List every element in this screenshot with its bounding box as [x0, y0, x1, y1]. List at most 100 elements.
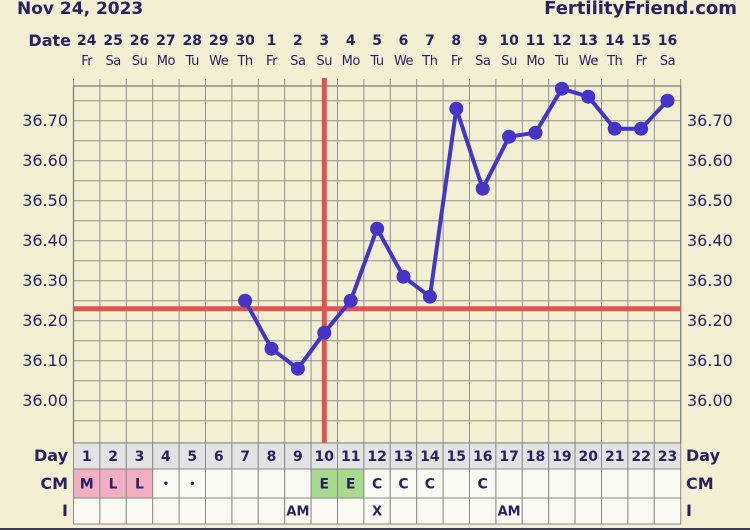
intercourse-cell[interactable] [257, 497, 286, 525]
day-cell[interactable] [363, 442, 391, 470]
cm-cell[interactable] [495, 468, 523, 499]
intercourse-cell[interactable] [99, 497, 127, 525]
temperature-point[interactable] [660, 93, 675, 108]
day-cell[interactable] [231, 442, 259, 470]
cm-cell[interactable] [627, 468, 655, 499]
y-axis-tick-label: 36.60 [687, 150, 733, 170]
day-cell[interactable] [442, 442, 471, 470]
cm-row-label-right: CM [686, 474, 714, 493]
day-cell[interactable] [469, 442, 497, 470]
intercourse-cell[interactable] [469, 497, 497, 525]
temperature-point[interactable] [264, 341, 279, 356]
date-number: 12 [552, 33, 572, 49]
intercourse-cell[interactable] [521, 497, 550, 525]
cm-cell[interactable] [653, 468, 682, 499]
intercourse-cell[interactable] [152, 497, 180, 525]
temperature-point[interactable] [343, 293, 358, 308]
temperature-point[interactable] [290, 361, 305, 376]
temperature-point[interactable] [370, 221, 385, 236]
temperature-point[interactable] [475, 181, 490, 196]
temperature-point[interactable] [607, 121, 622, 136]
temperature-point[interactable] [238, 293, 253, 308]
temperature-point[interactable] [554, 81, 569, 96]
temperature-point[interactable] [528, 125, 543, 140]
date-number: 11 [525, 33, 546, 49]
day-cell-text: 22 [631, 449, 650, 465]
intercourse-cell[interactable] [574, 497, 602, 525]
brand-logo-text[interactable]: FertilityFriend.com [544, 0, 737, 19]
date-number: 7 [425, 33, 435, 49]
intercourse-cell[interactable] [284, 497, 312, 525]
temperature-point[interactable] [502, 129, 517, 144]
cm-cell-text: E [320, 477, 330, 493]
date-number: 5 [372, 33, 382, 49]
cm-cell[interactable] [337, 468, 365, 499]
weekday-label: Sa [105, 54, 121, 69]
weekday-label: Mo [156, 54, 176, 69]
cm-cell[interactable] [257, 468, 286, 499]
cm-cell[interactable] [125, 468, 154, 499]
day-cell-text: 7 [240, 449, 250, 465]
day-cell-text: 13 [394, 449, 413, 465]
day-cell[interactable] [653, 442, 682, 470]
day-cell[interactable] [574, 442, 602, 470]
date-number: 14 [604, 33, 625, 49]
intercourse-cell[interactable] [231, 497, 259, 525]
intercourse-cell[interactable] [548, 497, 576, 525]
day-cell-text: 8 [267, 449, 277, 465]
cm-cell[interactable] [601, 468, 629, 499]
day-cell-text: 6 [214, 449, 224, 465]
date-number: 6 [398, 33, 409, 49]
temperature-point[interactable] [581, 89, 596, 104]
intercourse-cell[interactable] [125, 497, 154, 525]
cm-cell[interactable] [548, 468, 576, 499]
intercourse-cell[interactable] [310, 497, 339, 525]
day-cell[interactable] [337, 442, 365, 470]
intercourse-cell[interactable] [653, 497, 682, 525]
intercourse-cell[interactable] [416, 497, 444, 525]
day-cell-text: 3 [135, 449, 145, 465]
intercourse-cell[interactable] [73, 497, 101, 525]
day-cell[interactable] [178, 442, 207, 470]
intercourse-cell[interactable] [601, 497, 629, 525]
day-cell[interactable] [310, 442, 339, 470]
weekday-label: Tu [555, 54, 569, 69]
temperature-point[interactable] [396, 269, 411, 284]
cm-cell[interactable] [363, 468, 391, 499]
cm-cell-text: C [398, 477, 408, 493]
day-cell[interactable] [152, 442, 180, 470]
intercourse-cell[interactable] [363, 497, 391, 525]
cm-cell[interactable] [231, 468, 259, 499]
temperature-point[interactable] [634, 121, 649, 136]
intercourse-cell[interactable] [389, 497, 418, 525]
temperature-point[interactable] [317, 325, 332, 340]
cm-cell-text: L [135, 477, 144, 493]
weekday-label: Mo [341, 54, 361, 69]
day-cell[interactable] [521, 442, 550, 470]
day-cell[interactable] [73, 442, 101, 470]
day-cell[interactable] [548, 442, 576, 470]
day-cell-text: 9 [293, 449, 303, 465]
cm-cell[interactable] [205, 468, 233, 499]
intercourse-cell[interactable] [442, 497, 471, 525]
intercourse-cell[interactable] [337, 497, 365, 525]
day-cell[interactable] [601, 442, 629, 470]
cm-cell[interactable] [442, 468, 471, 499]
date-number: 10 [499, 33, 519, 49]
cm-cell[interactable] [310, 468, 339, 499]
cm-cell[interactable] [284, 468, 312, 499]
cm-cell[interactable] [152, 468, 180, 499]
plot-border [72, 85, 682, 444]
cm-cell[interactable] [521, 468, 550, 499]
temperature-point[interactable] [449, 101, 464, 116]
date-number: 15 [631, 33, 651, 49]
y-axis-tick-label: 36.10 [687, 350, 733, 370]
cm-cell[interactable] [574, 468, 602, 499]
temperature-point[interactable] [422, 289, 437, 304]
cm-cell[interactable] [469, 468, 497, 499]
intercourse-cell[interactable] [627, 497, 655, 525]
intercourse-cell[interactable] [178, 497, 207, 525]
intercourse-cell[interactable] [205, 497, 233, 525]
day-cell-text: 21 [605, 449, 624, 465]
